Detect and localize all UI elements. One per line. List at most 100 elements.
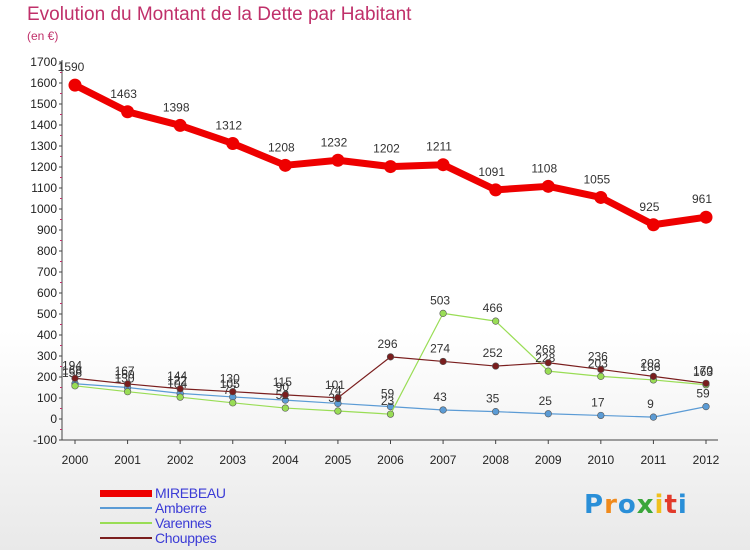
data-label: 105 <box>220 377 240 391</box>
chart-subtitle: (en €) <box>27 29 59 43</box>
logo-letter: i <box>677 490 688 520</box>
data-label: 168 <box>62 364 82 378</box>
data-point <box>123 380 132 388</box>
data-label: 1055 <box>583 172 610 186</box>
data-point <box>649 413 658 421</box>
data-point <box>699 210 713 224</box>
data-label: 203 <box>640 356 660 370</box>
data-label: 1211 <box>426 140 452 154</box>
legend-label: MIREBEAU <box>155 485 226 501</box>
data-point <box>544 359 552 367</box>
y-tick-label: 1100 <box>31 181 57 195</box>
legend-item-mirebeau: MIREBEAU <box>100 485 300 501</box>
legend-item-chouppes: Chouppes <box>100 530 300 546</box>
data-label: 101 <box>325 378 345 392</box>
x-tick-label: 2006 <box>377 453 404 467</box>
series-amberre: 168 150 122 105 90 74 59 43 35 25 17 9 59 <box>62 364 710 421</box>
data-label: 59 <box>696 387 710 401</box>
data-point <box>384 160 397 174</box>
data-label: 163 <box>693 365 713 379</box>
data-label: 115 <box>273 375 292 389</box>
data-point <box>123 388 132 396</box>
logo-letter: o <box>617 490 637 520</box>
data-point <box>386 353 395 361</box>
data-label: 1590 <box>58 60 85 74</box>
data-label: 1398 <box>163 100 190 114</box>
data-point <box>439 406 447 414</box>
y-tick-label: 1200 <box>30 160 57 174</box>
data-point <box>229 399 237 407</box>
legend-label: Chouppes <box>155 530 217 546</box>
y-tick-label: 100 <box>37 391 57 405</box>
data-point <box>278 158 292 172</box>
data-point <box>176 393 184 401</box>
data-point <box>597 372 605 380</box>
y-tick-label: 1600 <box>30 76 57 90</box>
data-label: 236 <box>588 349 608 363</box>
x-tick-label: 2009 <box>535 453 562 467</box>
data-point <box>492 317 500 325</box>
y-tick-label: 1700 <box>30 55 57 69</box>
legend-item-amberre: Amberre <box>100 500 300 516</box>
data-point <box>386 410 395 418</box>
x-tick-label: 2008 <box>482 453 509 467</box>
legend-swatch <box>100 507 152 509</box>
data-point <box>646 218 660 232</box>
data-point <box>176 385 184 393</box>
x-tick-label: 2005 <box>325 453 352 467</box>
data-label: 43 <box>433 390 447 404</box>
data-point <box>334 394 342 402</box>
data-point <box>439 309 447 317</box>
legend: MIREBEAU Amberre Varennes Chouppes <box>100 485 300 546</box>
series-mirebeau: 1590 1463 1398 1312 1208 1232 1202 1211 1091 1108… <box>58 60 713 232</box>
data-label: 194 <box>62 358 82 372</box>
data-label: 167 <box>115 364 135 378</box>
data-label: 466 <box>483 301 503 315</box>
y-tick-label: 200 <box>37 370 57 384</box>
data-label: 23 <box>381 394 395 408</box>
y-tick-label: 1400 <box>30 118 57 132</box>
x-tick-label: 2002 <box>167 453 194 467</box>
data-label: 296 <box>377 337 397 351</box>
data-point <box>226 136 240 150</box>
data-point <box>173 118 187 132</box>
proxiti-logo: Proxiti <box>584 490 688 520</box>
data-point <box>281 391 289 399</box>
y-tick-label: 400 <box>37 328 57 342</box>
x-tick-label: 2007 <box>430 453 457 467</box>
x-tick-label: 2004 <box>272 453 299 467</box>
y-tick-label: -100 <box>33 433 57 447</box>
y-tick-label: 1000 <box>30 202 57 216</box>
data-label: 144 <box>167 369 187 383</box>
y-tick-label: 500 <box>37 307 57 321</box>
chart-title: Evolution du Montant de la Dette par Hab… <box>27 4 412 25</box>
series-layer: 1681501221059074594335251795915813010477… <box>58 60 713 421</box>
y-tick-label: 0 <box>50 412 57 426</box>
x-tick-label: 2011 <box>641 453 667 467</box>
data-label: 74 <box>328 383 342 397</box>
data-point <box>597 411 605 420</box>
data-label: 186 <box>640 360 660 374</box>
data-label: 925 <box>639 200 659 214</box>
data-label: 59 <box>381 387 395 401</box>
data-label: 274 <box>430 341 450 355</box>
data-label: 150 <box>115 368 135 382</box>
series-chouppes: 194 167 144 130 115 101 296 274 252 268 236 203 170 <box>62 337 713 402</box>
x-tick-label: 2000 <box>62 453 89 467</box>
data-point <box>649 372 658 380</box>
data-point <box>436 158 450 172</box>
y-tick-label: 700 <box>37 265 57 279</box>
data-label: 252 <box>483 346 503 360</box>
y-tick-label: 900 <box>37 223 57 237</box>
data-point <box>281 404 289 412</box>
legend-swatch <box>100 537 152 539</box>
x-tick-label: 2010 <box>587 453 614 467</box>
data-label: 130 <box>220 372 240 386</box>
data-point <box>489 183 503 197</box>
y-tick-label: 1500 <box>30 97 57 111</box>
legend-swatch <box>100 490 152 497</box>
data-point <box>594 190 608 204</box>
data-label: 170 <box>693 363 713 377</box>
